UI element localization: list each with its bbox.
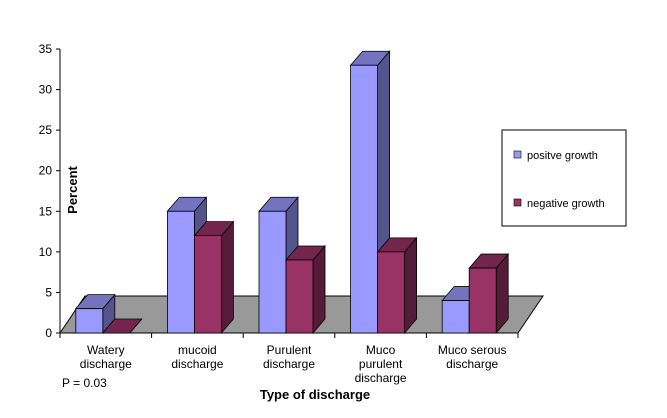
- legend-label-negative: negative growth: [527, 198, 605, 210]
- y-tick-label: 30: [39, 83, 53, 97]
- y-tick-label: 10: [39, 245, 53, 259]
- bar-negative-4: [468, 253, 510, 335]
- x-tick-label-line: discharge: [446, 357, 498, 371]
- x-tick-label: Watery discharge: [80, 343, 132, 371]
- x-tick-label-line: Muco serous: [438, 343, 507, 357]
- bar-negative-3: [376, 236, 418, 335]
- bar-front-face: [377, 251, 406, 334]
- x-tick-label-line: discharge: [171, 357, 223, 371]
- x-tick-label-line: Watery: [87, 343, 125, 357]
- bar-front-face: [285, 259, 314, 334]
- bar-front-face: [350, 64, 379, 334]
- y-tick-label: 20: [39, 164, 53, 178]
- bar-front-face: [468, 267, 497, 334]
- legend-label-positive: positve growth: [527, 150, 598, 162]
- y-tick-label: 15: [39, 204, 53, 218]
- bar-front-face: [166, 210, 195, 334]
- bar-negative-1: [193, 220, 235, 335]
- bar-side-face: [404, 236, 418, 335]
- x-tick-label-line: purulent: [359, 357, 403, 371]
- x-tick-label: Muco serous discharge: [438, 343, 507, 371]
- x-tick-label-line: Muco: [366, 343, 396, 357]
- x-tick-label: Muco purulent discharge: [355, 343, 407, 385]
- bar-front-face: [75, 308, 104, 334]
- legend-swatch-negative: [513, 198, 522, 207]
- legend-box: [501, 129, 627, 227]
- bar-side-face: [220, 220, 234, 335]
- x-tick-label-line: discharge: [355, 371, 407, 385]
- y-tick-label: 5: [45, 285, 52, 299]
- bar-negative-2: [285, 244, 326, 335]
- p-value-annotation: P = 0.03: [62, 376, 107, 390]
- bar-front-face: [193, 235, 222, 334]
- y-tick-label: 0: [45, 326, 52, 340]
- legend-swatch-positive: [513, 150, 522, 159]
- x-tick-label: Purulent discharge: [263, 343, 315, 371]
- x-tick-label-line: discharge: [263, 357, 315, 371]
- bar-side-face: [312, 244, 326, 335]
- bar-negative-0: [101, 318, 143, 334]
- x-tick-label-line: Purulent: [267, 343, 312, 357]
- legend: positve growth negative growth: [501, 129, 627, 227]
- bars: [74, 50, 510, 335]
- x-axis-title: Type of discharge: [260, 387, 370, 402]
- bar-front-face: [441, 300, 470, 334]
- y-axis-title: Percent: [65, 165, 80, 213]
- x-tick-label-line: discharge: [80, 357, 132, 371]
- x-tick-label-line: mucoid: [178, 343, 217, 357]
- y-tick-label: 25: [39, 123, 53, 137]
- bar-top-face: [101, 318, 143, 334]
- x-tick-label: mucoid discharge: [171, 343, 223, 371]
- y-tick-label: 35: [39, 42, 53, 56]
- bar-front-face: [258, 210, 287, 334]
